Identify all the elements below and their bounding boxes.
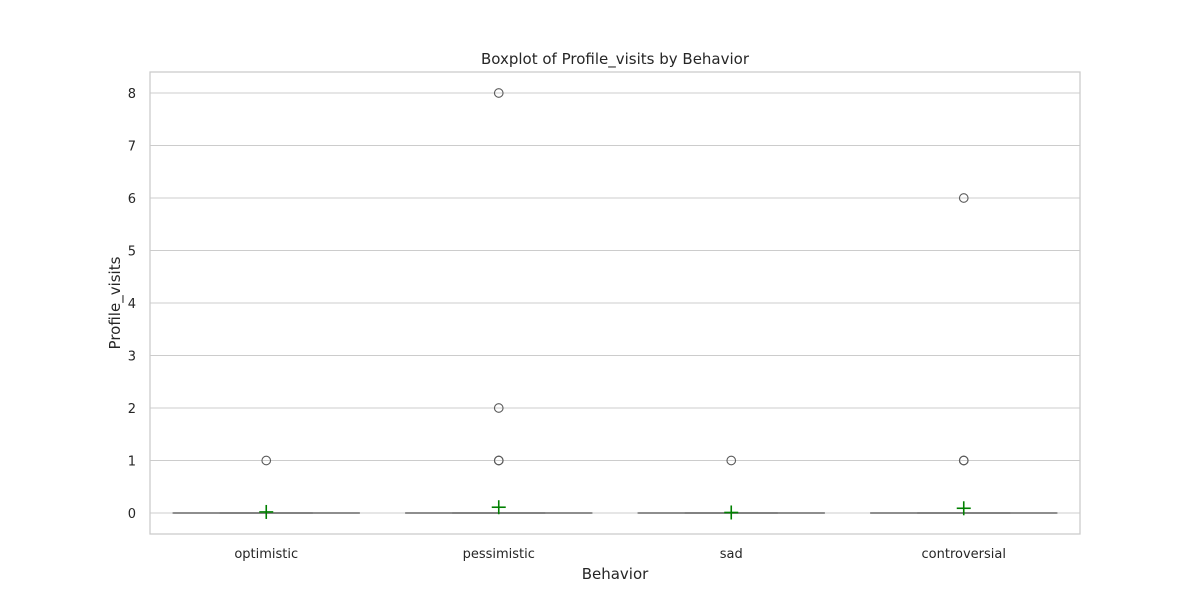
y-tick-label: 4: [128, 297, 136, 312]
x-tick-label: optimistic: [234, 547, 298, 562]
y-tick-label: 8: [128, 87, 136, 102]
x-tick-label: sad: [720, 547, 743, 562]
box-sad: [638, 456, 824, 519]
y-tick-label: 7: [128, 140, 136, 155]
mean-marker: [259, 505, 273, 519]
y-tick-label: 0: [128, 507, 136, 522]
y-axis-label: Profile_visits: [106, 256, 125, 349]
grid-lines: [150, 93, 1080, 513]
y-tick-labels: 0 1 2 3 4 5 6 7 8: [128, 87, 136, 522]
x-axis-label: Behavior: [582, 565, 649, 583]
x-tick-label: controversial: [922, 547, 1006, 562]
mean-marker: [724, 505, 738, 519]
y-tick-label: 2: [128, 402, 136, 417]
x-tick-labels: optimistic pessimistic sad controversial: [234, 547, 1006, 562]
box-series: [173, 89, 1057, 520]
box-controversial: [871, 194, 1057, 516]
mean-marker: [492, 500, 506, 514]
y-tick-label: 3: [128, 350, 136, 365]
y-tick-label: 1: [128, 455, 136, 470]
chart-title: Boxplot of Profile_visits by Behavior: [481, 50, 750, 69]
x-tick-label: pessimistic: [463, 547, 535, 562]
y-tick-label: 5: [128, 245, 136, 260]
box-pessimistic: [406, 89, 592, 515]
box-optimistic: [173, 456, 359, 519]
y-tick-label: 6: [128, 192, 136, 207]
